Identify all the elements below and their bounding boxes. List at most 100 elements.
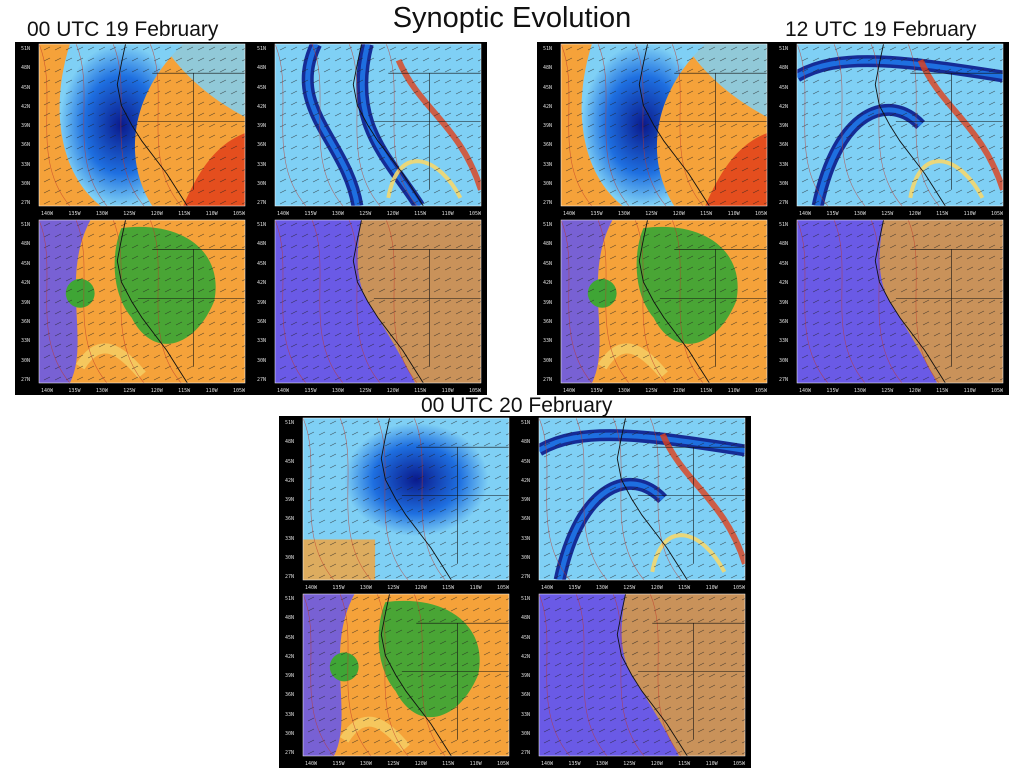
lon-tick-label: 110W [205, 388, 218, 394]
lat-tick-label: 27N [521, 574, 531, 580]
lat-tick-label: 36N [285, 516, 295, 523]
lon-tick-label: 130W [359, 585, 372, 591]
lat-tick-label: 48N [257, 65, 267, 72]
map-panel-rh-700mb: 51N 48N 45N 42N 39N 36N 33N 30N 27N 140W 135W 130W 1… [279, 592, 515, 768]
lon-tick-label: 125W [359, 388, 372, 394]
map-panel-500mb-height: 51N 48N 45N 42N 39N 36N 33N 30N 27N 140W 135W 130W 1… [515, 416, 751, 592]
lon-tick-label: 130W [853, 388, 866, 394]
lon-tick-label: 115W [178, 211, 191, 217]
lon-tick-label: 115W [700, 388, 713, 394]
lat-tick-label: 51N [285, 420, 295, 426]
lat-tick-label: 39N [521, 497, 531, 503]
lat-tick-label: 27N [257, 377, 267, 383]
lon-tick-label: 105W [755, 211, 768, 217]
lon-tick-label: 135W [826, 388, 839, 394]
lat-tick-label: 48N [521, 615, 531, 622]
lat-tick-label: 42N [257, 280, 267, 287]
lon-tick-label: 110W [727, 388, 740, 394]
lon-tick-label: 140W [41, 388, 54, 394]
lat-tick-label: 48N [779, 241, 789, 248]
time-label-12utc-19feb: 12 UTC 19 February [785, 18, 977, 41]
lat-tick-label: 30N [779, 357, 789, 364]
lon-tick-label: 125W [359, 211, 372, 217]
lon-tick-label: 120W [908, 388, 921, 394]
lat-tick-label: 33N [21, 338, 31, 345]
panel-group-00utc-19feb: 51N 48N 45N 42N 39N 36N 33N 30N 27N 140W 135W 130W 1… [15, 42, 487, 395]
lon-tick-label: 115W [442, 761, 455, 767]
lon-tick-label: 125W [387, 585, 400, 591]
lon-tick-label: 120W [150, 211, 163, 217]
lon-tick-label: 130W [359, 761, 372, 767]
lat-tick-label: 33N [779, 338, 789, 345]
lon-tick-label: 110W [963, 211, 976, 217]
lat-tick-label: 42N [21, 103, 31, 110]
lat-tick-label: 51N [543, 222, 553, 228]
lon-tick-label: 130W [617, 211, 630, 217]
map-panel-slp-precip: 51N 48N 45N 42N 39N 36N 33N 30N 27N 140W 135W 130W 1… [251, 218, 487, 395]
lat-tick-label: 27N [21, 200, 31, 206]
lat-tick-label: 51N [21, 222, 31, 228]
lon-tick-label: 120W [672, 211, 685, 217]
lat-tick-label: 33N [257, 338, 267, 345]
lat-tick-label: 45N [257, 260, 267, 267]
lat-tick-label: 39N [543, 123, 553, 129]
lat-tick-label: 39N [779, 299, 789, 306]
lat-tick-label: 36N [21, 318, 31, 325]
lon-tick-label: 135W [590, 211, 603, 217]
lat-tick-label: 42N [285, 653, 295, 660]
lat-tick-label: 48N [521, 439, 531, 446]
lat-tick-label: 48N [285, 439, 295, 446]
lon-tick-label: 135W [568, 761, 581, 767]
lon-tick-label: 140W [305, 761, 318, 767]
lon-tick-label: 110W [441, 211, 454, 217]
lon-tick-label: 135W [68, 211, 81, 217]
lon-tick-label: 115W [700, 211, 713, 217]
lon-tick-label: 140W [305, 585, 318, 591]
lon-tick-label: 130W [331, 388, 344, 394]
map-graphic [538, 593, 746, 757]
lon-tick-label: 135W [568, 585, 581, 591]
lon-tick-label: 125W [387, 761, 400, 767]
lat-tick-label: 27N [285, 574, 295, 580]
lon-tick-label: 120W [908, 211, 921, 217]
lat-tick-label: 45N [543, 84, 553, 91]
lon-tick-label: 130W [95, 211, 108, 217]
panel-group-12utc-19feb: 51N 48N 45N 42N 39N 36N 33N 30N 27N 140W 135W 130W 1… [537, 42, 1009, 395]
lon-tick-label: 140W [277, 388, 290, 394]
lat-tick-label: 42N [521, 653, 531, 660]
lon-tick-label: 115W [178, 388, 191, 394]
lon-tick-label: 105W [497, 761, 510, 767]
lat-tick-label: 36N [521, 516, 531, 523]
lat-tick-label: 36N [779, 142, 789, 149]
lon-tick-label: 130W [595, 761, 608, 767]
lon-tick-label: 105W [233, 211, 246, 217]
lon-tick-label: 125W [881, 388, 894, 394]
lat-tick-label: 39N [257, 123, 267, 129]
lon-tick-label: 110W [705, 761, 718, 767]
lat-tick-label: 42N [779, 103, 789, 110]
lon-tick-label: 135W [332, 585, 345, 591]
lat-tick-label: 30N [285, 730, 295, 737]
lat-tick-label: 27N [285, 750, 295, 756]
lat-tick-label: 45N [543, 260, 553, 267]
lat-tick-label: 51N [521, 420, 531, 426]
lat-tick-label: 30N [543, 180, 553, 187]
lon-tick-label: 130W [95, 388, 108, 394]
lat-tick-label: 39N [21, 299, 31, 306]
lon-tick-label: 135W [826, 211, 839, 217]
lon-tick-label: 130W [853, 211, 866, 217]
lat-tick-label: 45N [779, 260, 789, 267]
lon-tick-label: 120W [150, 388, 163, 394]
map-graphic [796, 219, 1004, 384]
lat-tick-label: 42N [779, 280, 789, 287]
lon-tick-label: 130W [331, 211, 344, 217]
lat-tick-label: 33N [543, 338, 553, 345]
lat-tick-label: 42N [257, 103, 267, 110]
lat-tick-label: 45N [257, 84, 267, 91]
lon-tick-label: 135W [304, 388, 317, 394]
lat-tick-label: 51N [21, 46, 31, 52]
lat-tick-label: 39N [285, 497, 295, 503]
lat-tick-label: 45N [21, 260, 31, 267]
lon-tick-label: 110W [205, 211, 218, 217]
lat-tick-label: 42N [285, 477, 295, 484]
